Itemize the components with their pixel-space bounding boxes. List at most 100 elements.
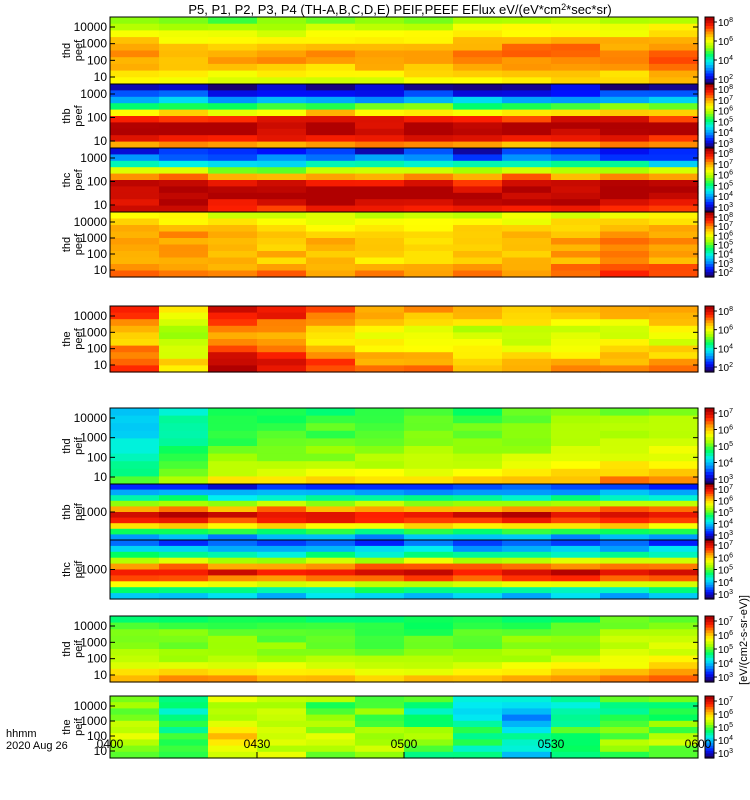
colorbar-segment [705,554,714,558]
cell [110,408,160,417]
colorbar-frame [704,305,715,373]
y-tick-label: 10 [94,70,108,84]
cell [600,30,650,38]
colorbar-segment [705,44,714,49]
cell [159,128,209,136]
cell [257,593,307,600]
cell [355,506,405,513]
cell [649,141,699,149]
cell [208,199,258,207]
cell [110,534,160,541]
cell [502,517,552,524]
cell [306,57,356,65]
cell [453,593,503,600]
cell [355,238,405,246]
cell [306,160,356,168]
cell [649,557,699,565]
cell [551,655,601,663]
cell [502,17,552,25]
cell [306,569,356,576]
y-tick-label: 1000 [80,563,107,577]
cell [502,495,552,502]
cell [600,180,650,187]
cell [159,745,209,753]
colorbar-tick-label: 107 [718,696,733,708]
cell [502,244,552,252]
cell [110,43,160,52]
colorbar-segment [705,706,714,710]
cell [502,675,552,683]
colorbar-segment [705,47,714,52]
cell [110,173,160,181]
cell [600,506,650,513]
cell [649,714,699,722]
colorbar-segment [705,755,714,759]
cell [159,587,209,594]
cell [159,30,209,38]
cell [502,154,552,162]
cell [257,635,307,643]
cell [404,581,454,588]
cell [649,50,699,58]
colorbar-segment [705,727,714,731]
cell [551,180,601,187]
colorbar-segment [705,258,714,262]
cell [306,192,356,200]
cell [551,141,601,149]
cell [257,23,307,31]
cell [600,96,650,104]
cell [551,57,601,65]
colorbar-segment [705,535,714,539]
cell [551,90,601,98]
colorbar-segment [705,660,714,664]
cell [110,745,160,753]
panel-frame [109,211,699,278]
colorbar-segment [705,249,714,254]
cell [649,489,699,496]
cell [306,635,356,643]
colorbar-segment [705,567,714,571]
cell [502,622,552,630]
cell [502,251,552,259]
cell [600,116,650,123]
cell [502,635,552,643]
colorbar-units-label: [eV/(cm2-s-sr-eV)] [738,595,750,685]
cell [453,141,503,149]
colorbar-segment [705,193,714,197]
colorbar-segment [705,747,714,751]
cell [404,523,454,530]
colorbar-segment [705,266,714,270]
cell [306,238,356,246]
cell [257,70,307,78]
cell [208,116,258,123]
colorbar-segment [705,732,714,736]
cell [257,540,307,547]
cell [306,325,356,333]
cell [551,257,601,265]
cell [208,319,258,327]
cell [159,528,209,535]
cell [355,116,405,123]
cell [110,696,160,703]
cell [453,218,503,226]
cell [306,649,356,657]
cell [159,312,209,320]
cell [502,319,552,327]
cell [208,43,258,52]
cell [110,540,160,547]
cell [502,148,552,155]
cell [649,523,699,530]
cell [453,128,503,136]
cell [453,109,503,117]
cell [453,484,503,491]
colorbar-tick-label: 108 [718,306,733,318]
cell [355,622,405,630]
colorbar-segment [705,25,714,29]
cell [453,238,503,246]
cell [649,352,699,360]
y-tick-label: 1000 [80,87,107,101]
cell [453,430,503,439]
y-tick-label: 100 [87,652,107,666]
cell [257,622,307,630]
cell [502,642,552,650]
